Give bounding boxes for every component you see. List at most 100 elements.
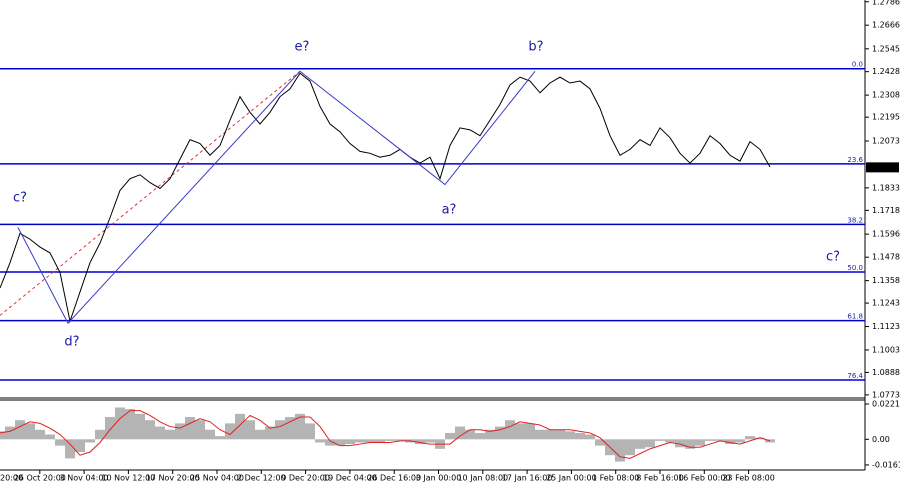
histogram-bar <box>295 413 305 440</box>
current-price: 1.1938 <box>869 163 897 172</box>
histogram-bar <box>395 439 405 441</box>
wave-label: b? <box>528 40 543 55</box>
histogram-bar <box>135 413 145 440</box>
x-tick-label: 9 Dec 20:00 <box>281 474 330 483</box>
histogram-bar <box>675 439 685 448</box>
x-tick-label: 1 Feb 08:00 <box>592 474 639 483</box>
histogram-bar <box>445 432 455 440</box>
histogram-bar <box>685 439 695 449</box>
y-tick-label: 1.2786 <box>872 0 900 6</box>
histogram-bar <box>585 434 595 440</box>
histogram-bar <box>25 423 35 440</box>
x-tick-label: 10 Nov 12:00 <box>101 474 155 483</box>
histogram-bar <box>95 429 105 440</box>
histogram-bar <box>265 426 275 440</box>
histogram-bar <box>235 413 245 440</box>
signal-line <box>0 410 771 459</box>
x-tick-label: 25 Nov 04:00 <box>190 474 244 483</box>
histogram-bar <box>475 432 485 440</box>
y-tick-label: 1.0888 <box>872 368 900 377</box>
histogram-bar <box>485 429 495 440</box>
y-tick-label: 1.2308 <box>872 91 900 100</box>
histogram-bar <box>455 426 465 440</box>
histogram-bar <box>105 417 115 440</box>
x-tick-label: 16 Feb 00:00 <box>678 474 730 483</box>
fib-label: 38.2 <box>847 216 863 224</box>
histogram-bar <box>125 409 135 440</box>
histogram-bar <box>35 429 45 440</box>
histogram-bar <box>0 431 5 440</box>
x-tick-label: 23 Feb 08:00 <box>722 474 774 483</box>
wave-label: e? <box>295 40 310 55</box>
x-tick-label: 26 Oct 20:00 <box>14 474 66 483</box>
histogram-bar <box>465 429 475 440</box>
y-tick-label: 0.02218 <box>872 400 900 409</box>
histogram-bar <box>45 434 55 440</box>
histogram-bar <box>325 439 335 446</box>
wave-line <box>17 70 536 325</box>
trendline <box>0 70 301 316</box>
histogram-bar <box>305 423 315 440</box>
y-tick-label: 1.1123 <box>872 322 900 331</box>
fib-label: 61.8 <box>847 313 863 321</box>
histogram-bar <box>335 439 345 446</box>
histogram-bar <box>525 423 535 440</box>
histogram-bar <box>615 439 625 462</box>
histogram-bar <box>705 439 715 441</box>
histogram-bar <box>695 439 705 446</box>
histogram-bar <box>175 423 185 440</box>
histogram-bar <box>625 439 635 456</box>
histogram-bar <box>365 439 375 443</box>
x-tick-label: 10 Jan 08:00 <box>457 474 508 483</box>
y-tick-label: 1.1718 <box>872 206 900 215</box>
histogram-bar <box>375 439 385 443</box>
histogram-bar <box>215 436 225 440</box>
y-tick-label: 1.1003 <box>872 345 900 354</box>
y-tick-label: 1.1243 <box>872 299 900 308</box>
fib-label: 50.0 <box>847 264 863 272</box>
x-tick-label: 17 Jan 16:00 <box>502 474 553 483</box>
histogram-bar <box>315 439 325 443</box>
histogram-bar <box>345 439 355 445</box>
y-tick-label: 1.1478 <box>872 253 900 262</box>
histogram-bar <box>195 420 205 440</box>
histogram-bar <box>275 420 285 440</box>
histogram-bar <box>155 426 165 440</box>
x-tick-label: 20:00 <box>0 474 23 483</box>
histogram-bar <box>145 420 155 440</box>
histogram-bar <box>355 439 365 443</box>
y-tick-label: 1.1358 <box>872 276 900 285</box>
y-tick-label: 1.0773 <box>872 390 900 399</box>
wave-label: c? <box>826 250 840 265</box>
histogram-bar <box>245 420 255 440</box>
histogram-bar <box>505 420 515 440</box>
histogram-bar <box>745 436 755 440</box>
x-tick-label: 19 Dec 04:00 <box>323 474 377 483</box>
histogram-bar <box>385 439 395 441</box>
histogram-bar <box>575 432 585 440</box>
wave-label: d? <box>64 335 79 350</box>
wave-label: c? <box>13 191 27 206</box>
current-price-box <box>866 162 899 173</box>
histogram-bar <box>15 420 25 440</box>
histogram-bar <box>755 437 765 440</box>
histogram-bar <box>115 407 125 440</box>
y-tick-label: 1.1833 <box>872 183 900 192</box>
histogram-bar <box>555 429 565 440</box>
histogram-bar <box>725 439 735 445</box>
histogram-bar <box>735 439 745 443</box>
x-tick-label: 25 Jan 00:00 <box>546 474 597 483</box>
histogram-bar <box>225 423 235 440</box>
histogram-bar <box>715 439 725 441</box>
x-tick-label: 17 Nov 20:00 <box>146 474 200 483</box>
histogram-bar <box>565 431 575 440</box>
y-tick-label: 1.2428 <box>872 67 900 76</box>
x-tick-label: 2 Dec 12:00 <box>237 474 286 483</box>
wave-label: a? <box>442 203 457 218</box>
histogram-bar <box>645 439 655 448</box>
histogram-bar <box>535 429 545 440</box>
fib-label: 0.0 <box>852 61 863 69</box>
price-line <box>0 72 771 324</box>
